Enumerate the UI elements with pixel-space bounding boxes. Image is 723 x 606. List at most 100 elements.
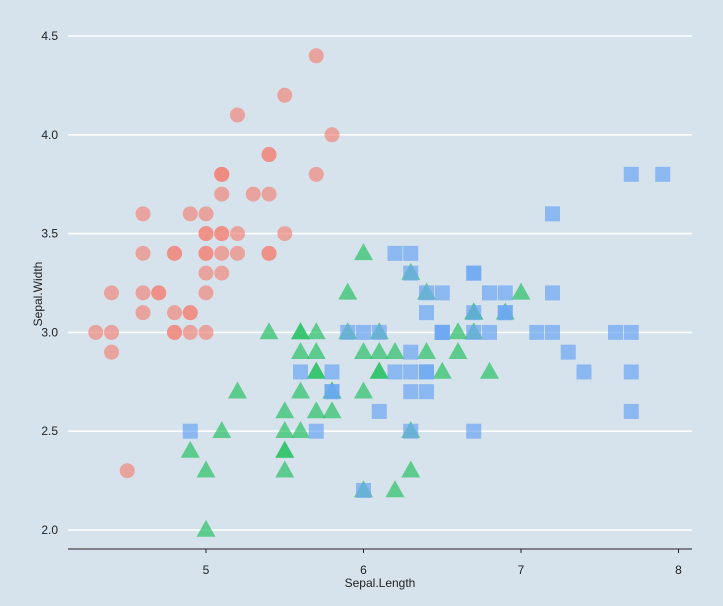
triangle-point bbox=[480, 361, 499, 379]
circle-point bbox=[198, 245, 214, 261]
triangle-point bbox=[338, 282, 358, 300]
square-point bbox=[497, 285, 513, 301]
circle-point bbox=[214, 186, 230, 202]
circle-point bbox=[214, 166, 230, 182]
square-point bbox=[466, 324, 482, 340]
y-tick-label: 3.0 bbox=[41, 325, 58, 339]
y-tick-label: 3.5 bbox=[41, 227, 58, 241]
circle-point bbox=[214, 265, 230, 281]
square-point bbox=[371, 403, 387, 419]
square-point bbox=[182, 423, 198, 439]
triangle-point bbox=[354, 341, 373, 359]
y-tick-label: 2.0 bbox=[41, 523, 58, 537]
circle-point bbox=[135, 245, 151, 261]
triangle-point bbox=[306, 401, 326, 419]
circle-point bbox=[182, 305, 198, 321]
square-point bbox=[324, 364, 340, 380]
square-point bbox=[560, 344, 576, 360]
square-point bbox=[403, 364, 419, 380]
y-tick-label: 2.5 bbox=[41, 424, 58, 438]
triangle-point bbox=[401, 460, 421, 478]
square-point bbox=[623, 403, 639, 419]
circle-point bbox=[277, 226, 293, 242]
circle-point bbox=[308, 48, 324, 64]
triangle-point bbox=[354, 381, 373, 399]
x-tick-label: 8 bbox=[675, 563, 682, 577]
square-point bbox=[403, 384, 419, 400]
circle-point bbox=[88, 324, 104, 340]
triangle-point bbox=[417, 341, 436, 359]
circle-point bbox=[198, 324, 214, 340]
triangle-point bbox=[180, 440, 200, 458]
square-point bbox=[419, 364, 434, 380]
y-tick-label: 4.0 bbox=[41, 128, 58, 142]
square-point bbox=[545, 324, 560, 340]
square-point bbox=[340, 324, 356, 340]
square-point bbox=[356, 324, 371, 340]
square-point bbox=[403, 423, 419, 439]
circle-point bbox=[261, 147, 277, 163]
triangle-point bbox=[306, 322, 326, 340]
square-point bbox=[497, 305, 513, 321]
axes: 2.0 2.5 3.0 3.5 4.0 4.5 5 6 7 8 bbox=[41, 29, 692, 577]
square-point bbox=[655, 166, 671, 182]
circle-point bbox=[261, 245, 277, 261]
triangle-point bbox=[369, 341, 389, 359]
square-point bbox=[608, 324, 623, 340]
circle-point bbox=[324, 127, 340, 143]
circle-point bbox=[167, 305, 182, 321]
triangle-point bbox=[354, 243, 373, 261]
square-point bbox=[623, 364, 639, 380]
circle-point bbox=[308, 166, 324, 182]
circle-point bbox=[214, 226, 230, 242]
square-point bbox=[576, 364, 592, 380]
square-point bbox=[434, 324, 450, 340]
triangle-point bbox=[196, 519, 216, 537]
square-point bbox=[466, 305, 482, 321]
circle-point bbox=[245, 186, 261, 202]
y-tick-label: 4.5 bbox=[41, 29, 58, 43]
square-point bbox=[545, 206, 560, 222]
triangle-point bbox=[432, 361, 452, 379]
triangle-point bbox=[275, 460, 295, 478]
triangle-point bbox=[275, 440, 295, 458]
circle-point bbox=[104, 285, 119, 301]
circle-point bbox=[230, 245, 245, 261]
square-point bbox=[419, 285, 434, 301]
circle-point bbox=[135, 285, 151, 301]
square-point bbox=[466, 423, 482, 439]
circle-point bbox=[230, 107, 245, 123]
circle-point bbox=[277, 87, 293, 103]
square-point bbox=[308, 423, 324, 439]
triangle-point bbox=[259, 322, 279, 340]
triangle-point bbox=[291, 421, 310, 438]
triangle-point bbox=[385, 480, 405, 498]
square-point bbox=[482, 285, 497, 301]
square-point bbox=[403, 265, 419, 281]
triangle-point bbox=[306, 341, 326, 359]
circle-point bbox=[151, 285, 167, 301]
square-point bbox=[387, 364, 403, 380]
circle-point bbox=[198, 265, 214, 281]
square-point bbox=[466, 265, 482, 281]
square-point bbox=[356, 482, 371, 498]
triangle-point bbox=[275, 401, 295, 419]
triangle-point bbox=[369, 361, 389, 379]
x-tick-label: 5 bbox=[203, 563, 210, 577]
square-point bbox=[403, 245, 419, 261]
circle-point bbox=[182, 324, 198, 340]
circle-point bbox=[198, 226, 214, 242]
square-point bbox=[482, 324, 497, 340]
circle-point bbox=[230, 226, 245, 242]
square-point bbox=[371, 324, 387, 340]
square-point bbox=[623, 324, 639, 340]
square-point bbox=[387, 245, 403, 261]
square-point bbox=[529, 324, 545, 340]
x-tick-label: 6 bbox=[360, 563, 367, 577]
triangle-point bbox=[275, 421, 295, 438]
triangle-point bbox=[385, 341, 405, 359]
circle-point bbox=[198, 206, 214, 222]
triangle-point bbox=[212, 421, 232, 438]
